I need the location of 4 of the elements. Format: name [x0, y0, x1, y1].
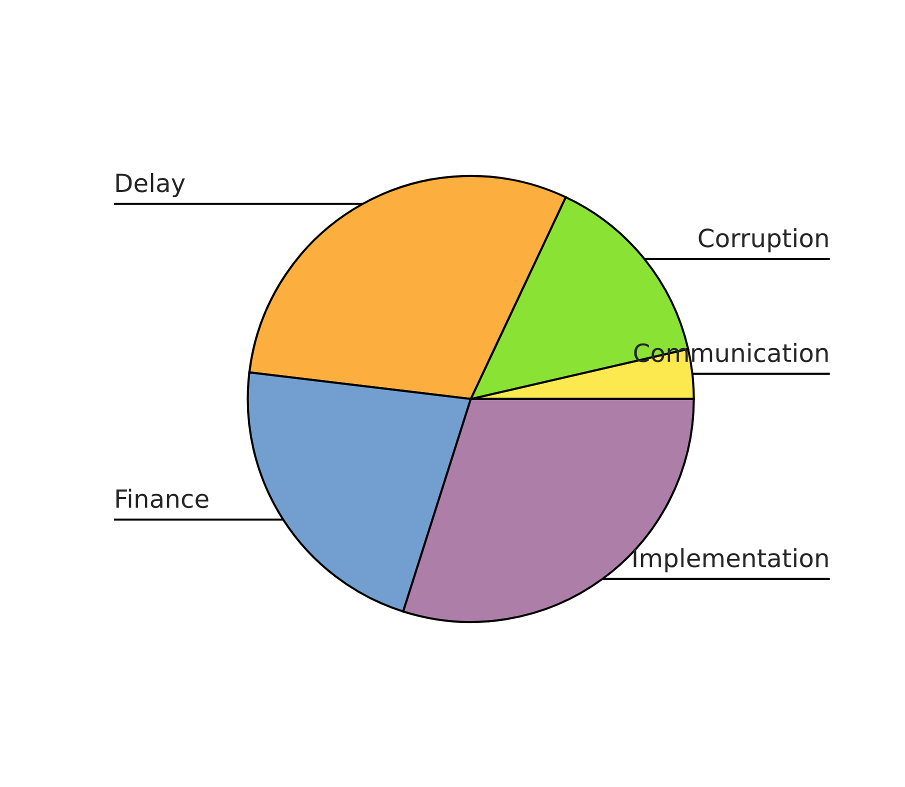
slice-label: Corruption: [698, 228, 828, 252]
slice-label: Implementation: [634, 548, 828, 572]
slice-label: Finance: [116, 488, 208, 508]
slice-label: Delay: [116, 172, 185, 198]
